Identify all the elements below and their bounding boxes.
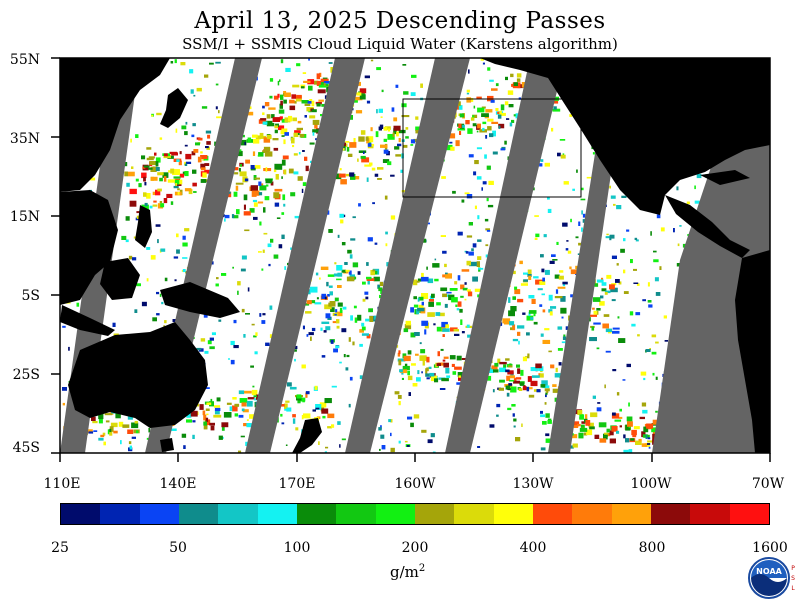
axis-ticks bbox=[51, 57, 771, 462]
svg-text:L: L bbox=[791, 585, 795, 592]
lat-label-45s: 45S bbox=[12, 440, 40, 456]
map-subtitle: SSM/I + SSMIS Cloud Liquid Water (Karste… bbox=[182, 35, 618, 53]
color-scale-segment bbox=[100, 504, 140, 524]
scale-label-50: 50 bbox=[169, 540, 187, 556]
lat-label-5s: 5S bbox=[21, 288, 41, 304]
scale-label-200: 200 bbox=[401, 540, 429, 556]
scale-label-400: 400 bbox=[519, 540, 547, 556]
color-scale-segment bbox=[296, 504, 337, 524]
land-cuba bbox=[700, 170, 750, 185]
lon-label-140e: 140E bbox=[159, 476, 197, 492]
color-scale-segment bbox=[454, 504, 494, 524]
lon-label-110e: 110E bbox=[43, 476, 81, 492]
units-label: g/m2 bbox=[390, 563, 426, 581]
lon-label-70w: 70W bbox=[751, 476, 785, 492]
color-scale-segment bbox=[336, 504, 376, 524]
color-scale-segment bbox=[218, 504, 258, 524]
land-japan bbox=[160, 88, 188, 128]
color-scale-segment bbox=[61, 504, 101, 524]
lon-label-170e: 170E bbox=[278, 476, 316, 492]
color-scale-segment bbox=[690, 504, 730, 524]
land-borneo bbox=[100, 258, 140, 300]
lat-label-35n: 35N bbox=[9, 131, 40, 147]
svg-text:NOAA: NOAA bbox=[756, 567, 782, 576]
land-tasmania bbox=[160, 438, 174, 452]
scale-label-1600: 1600 bbox=[752, 540, 788, 556]
land-korea-china bbox=[60, 190, 118, 305]
color-scale-segment bbox=[532, 504, 573, 524]
noaa-logo: NOAA P S L bbox=[748, 557, 795, 599]
color-scale-segment bbox=[611, 504, 651, 524]
lat-label-25s: 25S bbox=[12, 367, 40, 383]
color-scale-bar bbox=[60, 503, 770, 525]
lat-label-15n: 15N bbox=[9, 209, 40, 225]
land-north-america bbox=[480, 58, 770, 215]
color-scale-segment bbox=[178, 504, 219, 524]
swath-gap bbox=[445, 58, 565, 453]
land-new-zealand bbox=[292, 418, 322, 453]
land-south-america bbox=[735, 250, 770, 453]
scale-label-25: 25 bbox=[51, 540, 69, 556]
color-scale-segment bbox=[257, 504, 297, 524]
scale-label-100: 100 bbox=[283, 540, 311, 556]
map-title: April 13, 2025 Descending Passes bbox=[194, 8, 606, 34]
color-scale-segment bbox=[650, 504, 691, 524]
color-scale-segment bbox=[572, 504, 612, 524]
land-masses bbox=[60, 58, 770, 453]
lon-label-160w: 160W bbox=[394, 476, 436, 492]
scale-label-800: 800 bbox=[638, 540, 666, 556]
land-sumatra-java bbox=[60, 305, 115, 336]
land-new-guinea bbox=[160, 282, 240, 318]
svg-text:S: S bbox=[791, 575, 795, 582]
swath-gap bbox=[652, 120, 770, 453]
svg-text:P: P bbox=[791, 565, 795, 572]
lon-label-100w: 100W bbox=[630, 476, 672, 492]
color-scale-segment bbox=[375, 504, 415, 524]
swath-gap bbox=[345, 58, 470, 453]
zoom-region-box bbox=[402, 98, 582, 198]
color-scale-segment bbox=[414, 504, 455, 524]
land-central-america bbox=[665, 195, 750, 258]
land-philippines bbox=[135, 205, 152, 248]
color-scale-segment bbox=[729, 504, 769, 524]
color-scale-segment bbox=[493, 504, 533, 524]
lon-label-130w: 130W bbox=[512, 476, 554, 492]
color-scale-segment bbox=[139, 504, 179, 524]
land-australia bbox=[68, 322, 208, 428]
swath-gap bbox=[245, 58, 365, 453]
lat-label-55n: 55N bbox=[9, 52, 40, 68]
land-asia bbox=[60, 58, 170, 192]
